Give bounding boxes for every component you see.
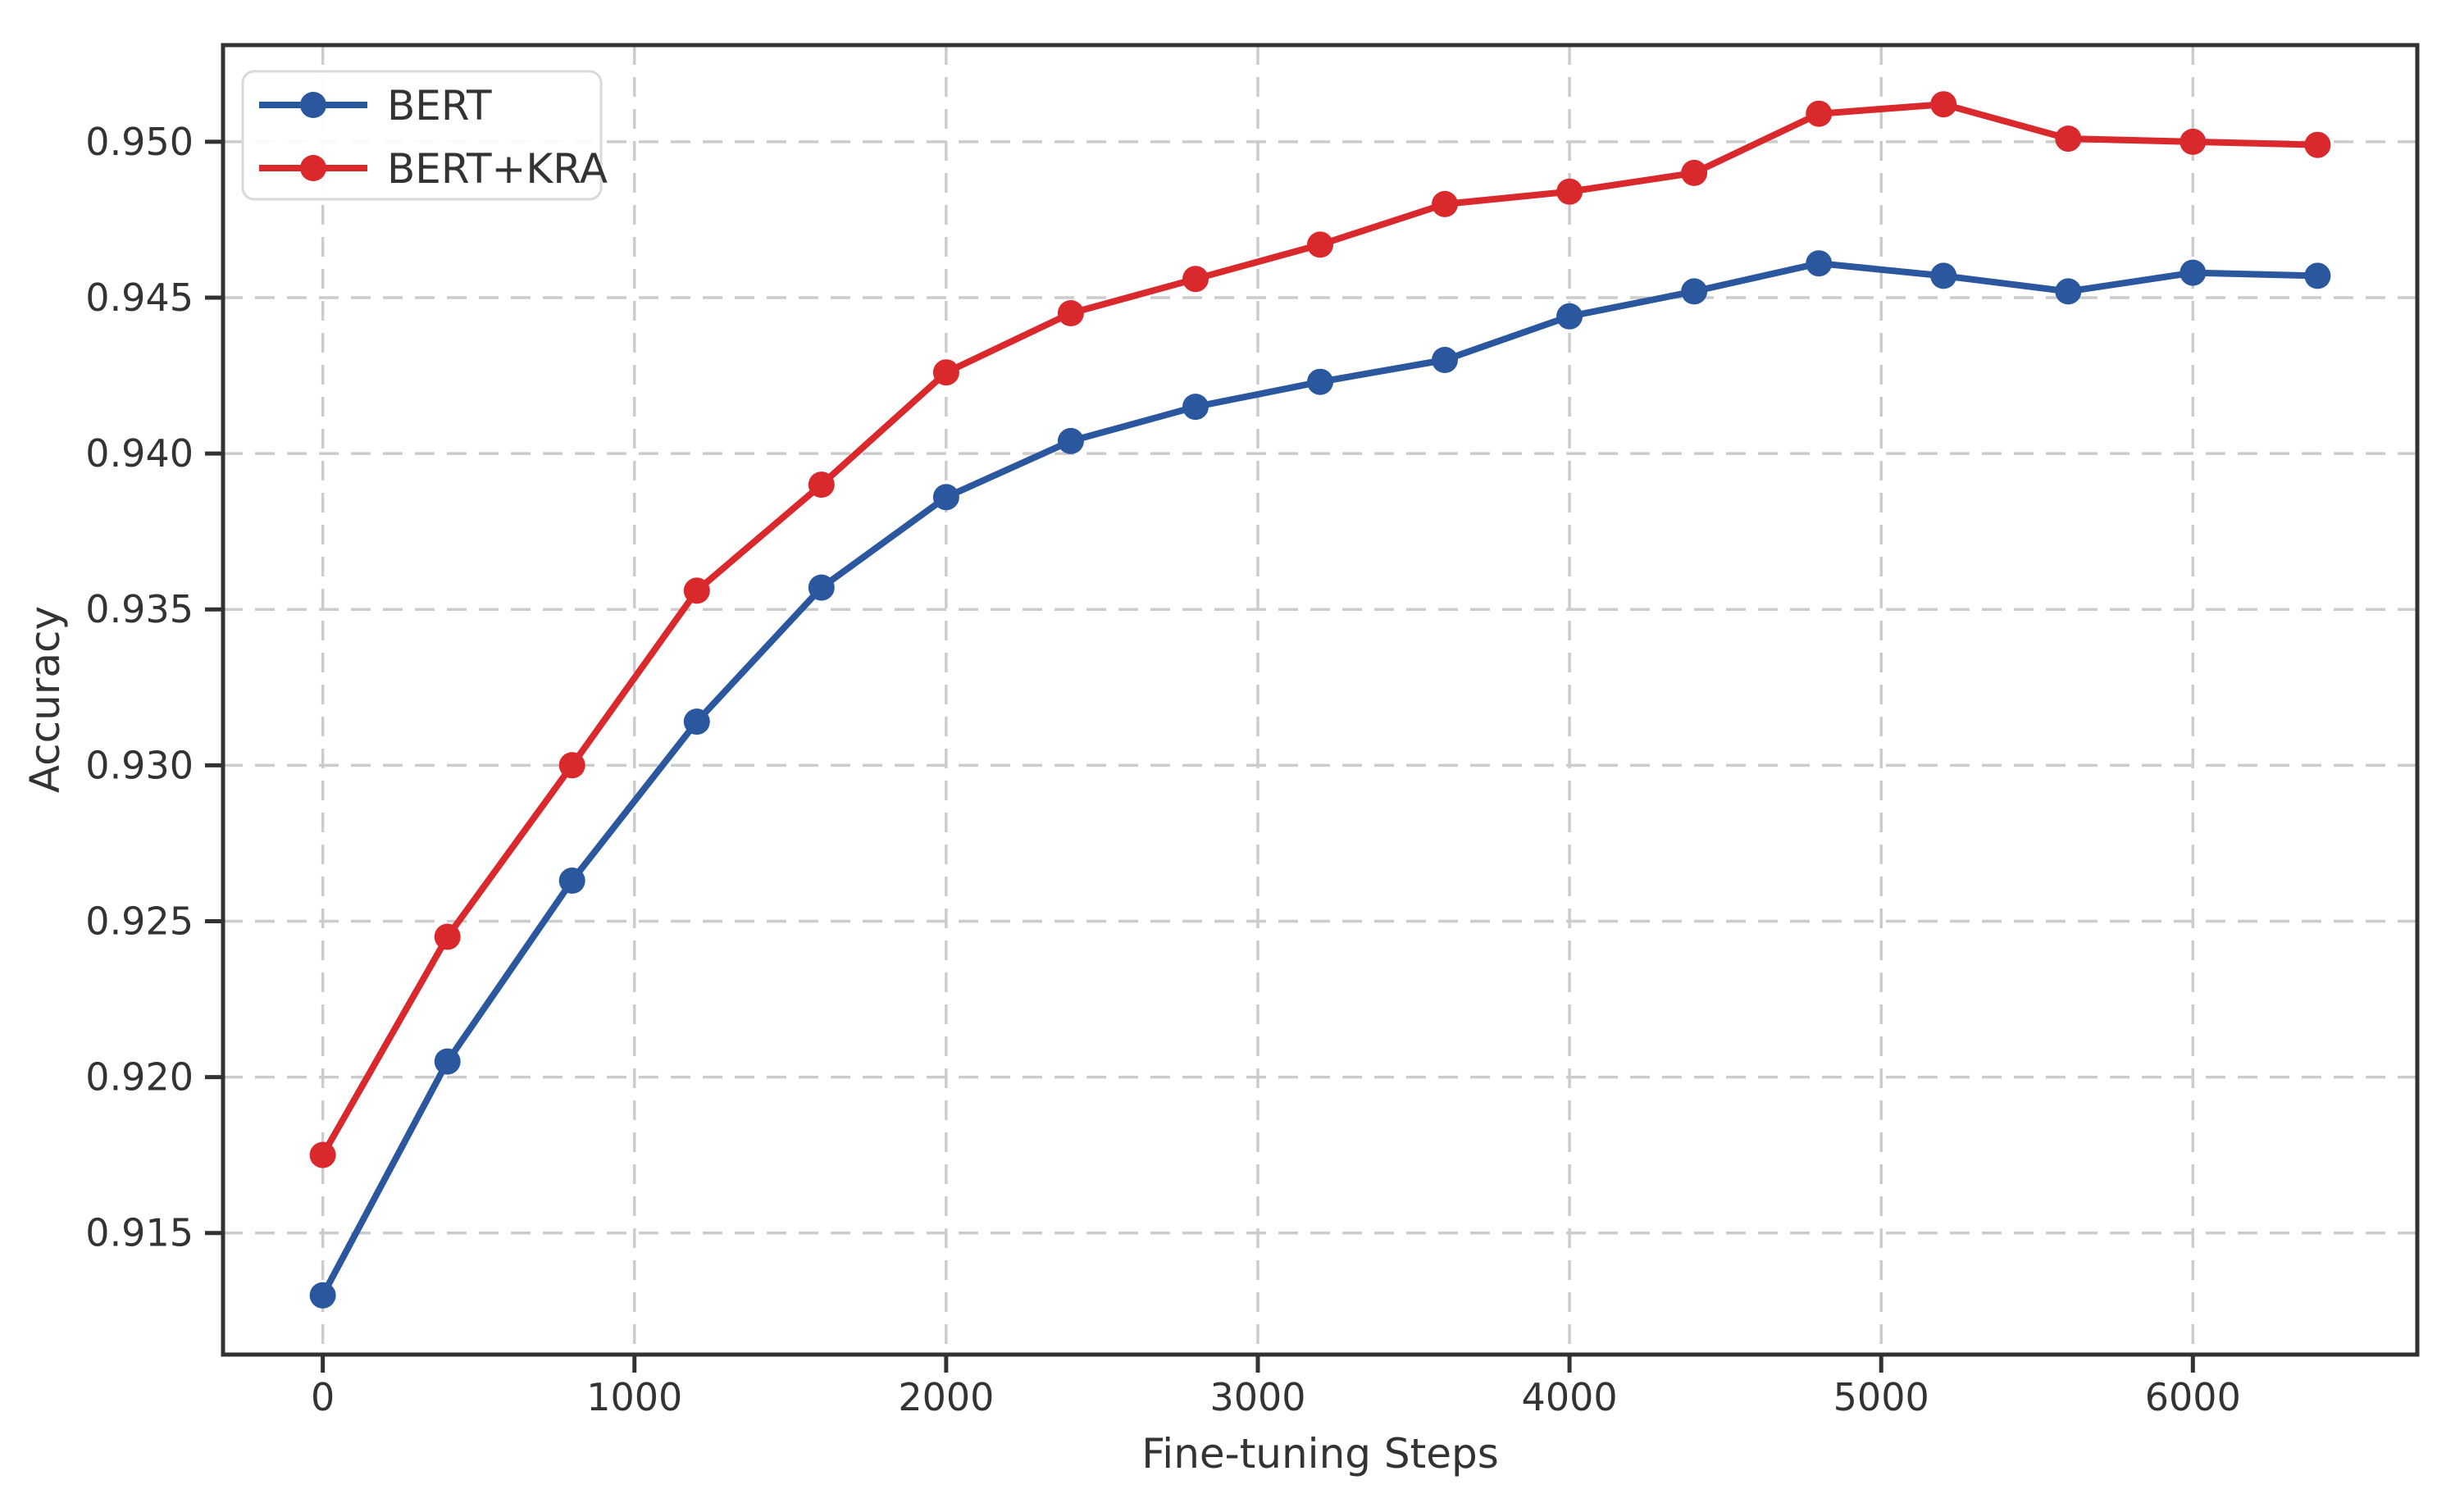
legend-marker-bert-kra	[300, 155, 326, 181]
legend-entry-bert: BERT	[259, 82, 492, 130]
y-tick-label: 0.940	[85, 431, 194, 476]
data-point-marker-bert	[1307, 368, 1333, 395]
y-tick-label: 0.925	[85, 899, 194, 943]
grid-layer	[223, 45, 2417, 1355]
data-point-marker-bert	[1057, 427, 1084, 454]
legend-entry-bert-kra: BERT+KRA	[259, 145, 608, 193]
data-point-marker-bert	[1182, 394, 1209, 421]
data-point-marker-bert-kra	[1681, 159, 1708, 186]
data-point-marker-bert-kra	[683, 577, 710, 604]
y-tick-label: 0.950	[85, 120, 194, 164]
y-tick-label: 0.915	[85, 1211, 194, 1255]
data-point-marker-bert-kra	[1930, 91, 1957, 118]
data-point-marker-bert-kra	[434, 923, 461, 950]
data-point-marker-bert	[1681, 278, 1708, 305]
data-point-marker-bert	[2304, 262, 2331, 289]
data-point-marker-bert	[2180, 259, 2207, 286]
data-point-marker-bert	[683, 708, 710, 736]
data-point-marker-bert-kra	[1556, 178, 1583, 205]
y-tick-label: 0.935	[85, 587, 194, 631]
legend-label-bert-kra: BERT+KRA	[387, 145, 608, 193]
data-point-marker-bert	[1556, 303, 1583, 330]
data-point-marker-bert	[1930, 262, 1957, 289]
data-point-marker-bert-kra	[1307, 231, 1333, 258]
data-point-marker-bert-kra	[1432, 190, 1458, 217]
x-tick-label: 5000	[1833, 1375, 1929, 1419]
data-point-marker-bert-kra	[932, 359, 959, 386]
data-point-marker-bert-kra	[2304, 131, 2331, 158]
data-point-marker-bert-kra	[1182, 266, 1209, 293]
data-point-marker-bert-kra	[2055, 125, 2082, 153]
data-point-marker-bert-kra	[558, 752, 585, 779]
data-point-marker-bert	[1806, 250, 1833, 277]
x-tick-label: 1000	[586, 1375, 682, 1419]
series-line-bert	[320, 260, 2318, 1297]
data-point-marker-bert-kra	[309, 1141, 336, 1168]
data-point-marker-bert	[808, 574, 835, 601]
x-tick-label: 6000	[2145, 1375, 2241, 1419]
y-tick-label: 0.920	[85, 1055, 194, 1100]
series-line-bert-kra	[320, 101, 2318, 1157]
x-tick-label: 4000	[1522, 1375, 1618, 1419]
data-point-marker-bert-kra	[2180, 128, 2207, 155]
x-axis-title: Fine-tuning Steps	[1141, 1430, 1499, 1478]
axis-layer: 0 1000 2000 3000 4000 5000 6000 0.915 0.920 0.925…	[85, 120, 2241, 1419]
y-tick-label: 0.945	[85, 276, 194, 320]
x-tick-label: 0	[311, 1375, 335, 1419]
legend: BERT BERT+KRA	[241, 70, 608, 201]
data-point-marker-bert	[309, 1282, 336, 1309]
y-axis-title: Accuracy	[21, 606, 69, 793]
data-point-marker-bert-kra	[808, 471, 835, 499]
x-tick-label: 2000	[898, 1375, 994, 1419]
data-point-marker-bert	[434, 1048, 461, 1075]
data-point-marker-bert-kra	[1806, 100, 1833, 127]
plot-border-spines	[221, 43, 2420, 1357]
data-point-marker-bert	[1432, 347, 1458, 373]
y-tick-label: 0.930	[85, 743, 194, 787]
data-point-marker-bert	[2055, 278, 2082, 305]
data-point-marker-bert	[932, 484, 959, 511]
data-point-marker-bert	[558, 868, 585, 894]
series-layer	[309, 91, 2331, 1309]
data-point-marker-bert-kra	[1057, 300, 1084, 326]
legend-marker-bert	[300, 92, 326, 118]
x-tick-label: 3000	[1209, 1375, 1305, 1419]
legend-label-bert: BERT	[387, 82, 492, 130]
